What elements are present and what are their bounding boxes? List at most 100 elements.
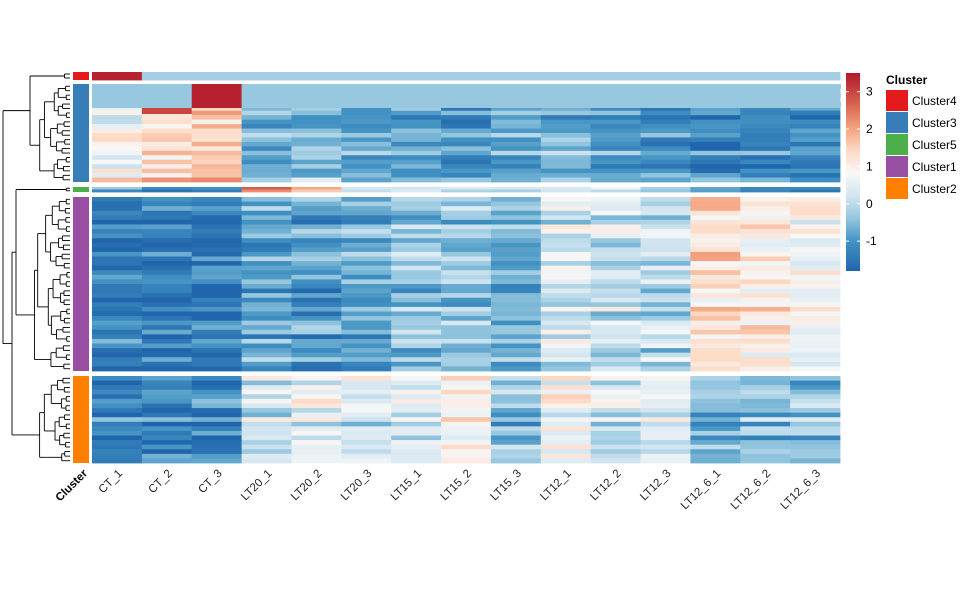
heatmap-cell: [191, 325, 242, 331]
heatmap-cell: [590, 229, 641, 235]
heatmap-cell: [92, 376, 143, 381]
heatmap-cell: [92, 458, 143, 464]
heatmap-cell: [241, 398, 292, 404]
heatmap-cell: [241, 261, 292, 267]
heatmap-cell: [391, 189, 442, 193]
heatmap-cell: [191, 173, 242, 178]
heatmap-cell: [291, 293, 342, 299]
heatmap-cell: [341, 329, 392, 335]
heatmap-cell: [241, 458, 292, 464]
annotation-block-cluster5: [73, 187, 89, 192]
heatmap-cell: [690, 201, 741, 207]
heatmap-cell: [690, 361, 741, 367]
heatmap-cell: [391, 215, 442, 221]
heatmap-cell: [441, 380, 492, 386]
heatmap-cell: [740, 261, 791, 267]
heatmap-cell: [490, 329, 542, 335]
heatmap-cell: [291, 458, 342, 464]
heatmap-cell: [441, 256, 492, 262]
heatmap-cell: [640, 141, 691, 147]
heatmap-cell: [590, 430, 641, 436]
heatmap-cell: [341, 398, 392, 404]
heatmap-cell: [341, 168, 392, 174]
heatmap-cell: [640, 124, 691, 129]
heatmap-cell: [141, 128, 193, 134]
heatmap-cell: [740, 426, 791, 432]
heatmap-cell: [191, 256, 242, 262]
heatmap-cell: [590, 146, 641, 152]
heatmap-cell: [291, 408, 342, 414]
heatmap-cell: [291, 206, 342, 212]
heatmap-cell: [241, 133, 292, 138]
heatmap-cell: [191, 284, 242, 289]
heatmap-cell: [141, 366, 193, 372]
heatmap-cell: [441, 137, 492, 143]
heatmap-cell: [740, 453, 791, 459]
heatmap-cell: [640, 261, 691, 267]
heatmap-cell: [341, 366, 392, 372]
heatmap-cell: [191, 229, 242, 235]
heatmap-cell: [590, 215, 641, 221]
heatmap-cell: [690, 261, 741, 267]
heatmap-cell: [341, 449, 392, 455]
heatmap-cell: [740, 168, 791, 174]
heatmap-cell: [92, 159, 143, 165]
heatmap-cell: [441, 224, 492, 230]
heatmap-cell: [441, 435, 492, 441]
heatmap-cell: [490, 412, 542, 418]
heatmap-cell: [590, 394, 641, 400]
heatmap-cell: [441, 177, 492, 183]
heatmap-cell: [191, 426, 242, 432]
heatmap-cell: [141, 320, 193, 326]
heatmap-cell: [141, 206, 193, 212]
heatmap-cell: [341, 352, 392, 358]
heatmap-cell: [241, 293, 292, 299]
heatmap-cell: [640, 430, 691, 436]
heatmap-cell: [740, 389, 791, 395]
heatmap-cell: [640, 316, 691, 322]
column-label: LT20_1: [239, 468, 274, 503]
heatmap-cell: [640, 293, 691, 299]
heatmap-cell: [241, 72, 292, 77]
heatmap-cell: [790, 449, 841, 455]
heatmap-cell: [640, 348, 691, 354]
heatmap-cell: [690, 219, 741, 225]
heatmap-cell: [441, 189, 492, 193]
heatmap-cell: [241, 444, 292, 450]
heatmap-cell: [141, 133, 193, 138]
heatmap-cell: [241, 380, 292, 386]
heatmap-cell: [141, 435, 193, 441]
heatmap-cell: [441, 361, 492, 367]
cluster-annotation-column: [73, 72, 89, 463]
heatmap-cell: [790, 398, 841, 404]
heatmap-cell: [490, 206, 542, 212]
heatmap-cell: [490, 177, 542, 183]
heatmap-cell: [92, 357, 143, 363]
heatmap-cell: [191, 265, 242, 271]
heatmap-cell: [490, 110, 542, 116]
heatmap-cell: [92, 297, 143, 303]
heatmap-cell: [92, 133, 143, 138]
heatmap-cell: [490, 224, 542, 230]
heatmap-cell: [540, 242, 592, 248]
heatmap-cell: [540, 256, 592, 262]
heatmap-cell: [490, 159, 542, 165]
heatmap-cell: [590, 115, 641, 121]
color-scale-tick-label: 3: [866, 85, 873, 99]
heatmap-cell: [241, 394, 292, 400]
heatmap-cell: [640, 426, 691, 432]
heatmap-cell: [790, 412, 841, 418]
column-label: LT20_2: [289, 468, 324, 503]
heatmap-cell: [540, 106, 592, 112]
heatmap-cell: [92, 284, 143, 289]
heatmap-cell: [640, 210, 691, 216]
heatmap-cell: [391, 206, 442, 212]
heatmap-cell: [490, 348, 542, 354]
heatmap-cell: [141, 124, 193, 129]
heatmap-cell: [590, 155, 641, 161]
heatmap-cell: [590, 197, 641, 202]
heatmap-cell: [441, 306, 492, 312]
heatmap-cell: [341, 430, 392, 436]
heatmap-cell: [590, 444, 641, 450]
heatmap-cell: [391, 325, 442, 331]
